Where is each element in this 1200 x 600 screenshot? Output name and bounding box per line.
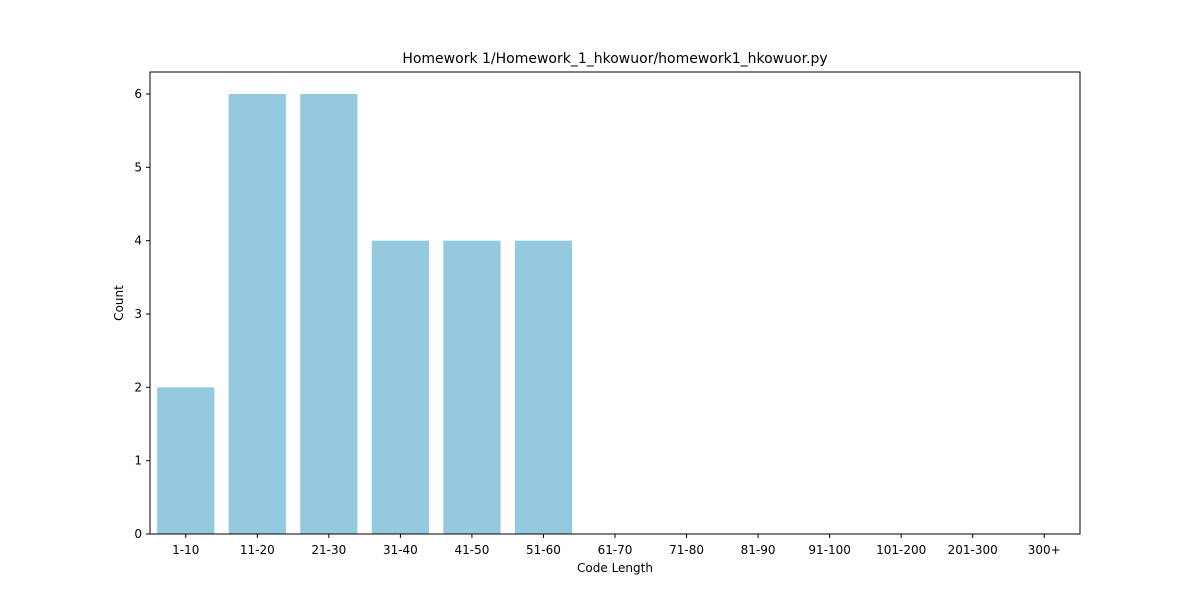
bar-1-10	[157, 387, 215, 534]
x-tick-label: 51-60	[526, 543, 561, 557]
x-tick-label: 201-300	[948, 543, 998, 557]
y-tick-label: 1	[134, 454, 142, 468]
x-axis-ticks: 1-10 11-20 21-30 31-40 41-50 51-60 61-70 71-80 8…	[172, 534, 1061, 557]
x-tick-label: 91-100	[808, 543, 851, 557]
y-tick-label: 0	[134, 527, 142, 541]
x-tick-label: 71-80	[669, 543, 704, 557]
y-tick-label: 5	[134, 160, 142, 174]
x-tick-label: 1-10	[172, 543, 199, 557]
bars-group	[157, 94, 573, 535]
bar-31-40	[371, 240, 429, 535]
x-tick-label: 81-90	[741, 543, 776, 557]
y-axis-ticks: 0 1 2 3 4 5 6	[134, 87, 150, 541]
x-tick-label: 41-50	[454, 543, 489, 557]
x-tick-label: 21-30	[311, 543, 346, 557]
y-tick-label: 6	[134, 87, 142, 101]
x-axis-label: Code Length	[577, 561, 653, 575]
x-tick-label: 300+	[1028, 543, 1061, 557]
x-tick-label: 31-40	[383, 543, 418, 557]
y-tick-label: 2	[134, 380, 142, 394]
y-tick-label: 3	[134, 307, 142, 321]
bar-11-20	[228, 94, 286, 534]
y-axis-label: Count	[112, 285, 126, 321]
bar-51-60	[514, 240, 573, 535]
x-tick-label: 61-70	[598, 543, 633, 557]
x-tick-label: 11-20	[240, 543, 275, 557]
bar-21-30	[300, 94, 358, 534]
chart-title: Homework 1/Homework_1_hkowuor/homework1_…	[402, 51, 827, 67]
bar-41-50	[443, 240, 501, 535]
y-tick-label: 4	[134, 234, 142, 248]
x-tick-label: 101-200	[876, 543, 926, 557]
plot-frame	[149, 71, 1081, 535]
